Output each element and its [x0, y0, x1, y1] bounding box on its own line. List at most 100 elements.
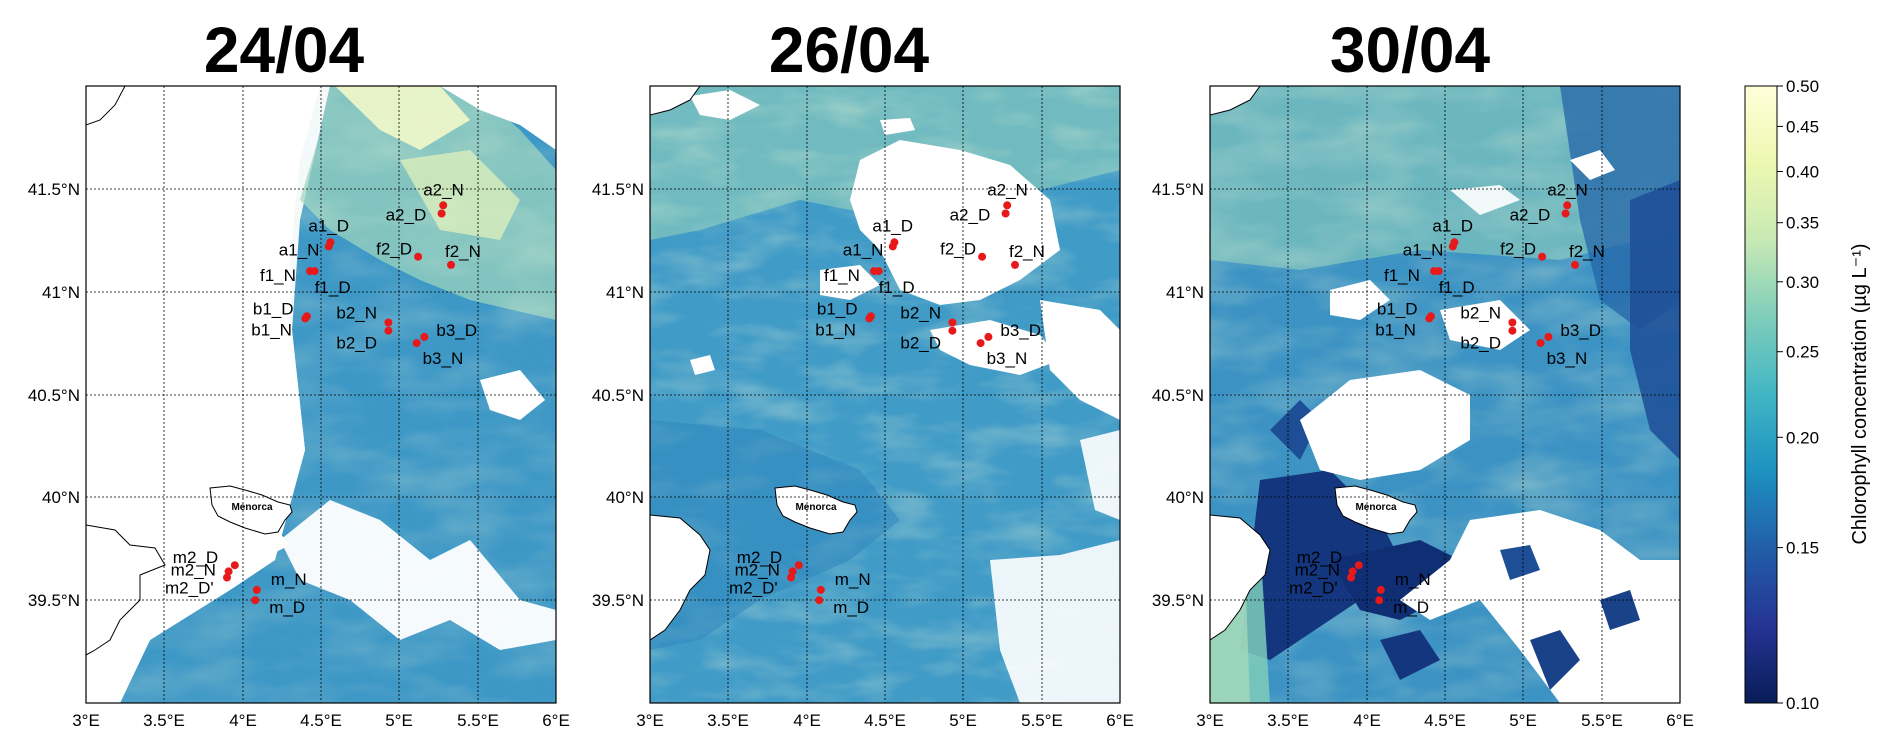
site-label: b3_N: [423, 349, 464, 368]
lon-tick-label: 5°E: [1509, 711, 1537, 730]
lat-tick-label: 41°N: [42, 283, 80, 302]
map-frame-2: [649, 85, 1121, 704]
site-label: m_D: [269, 598, 305, 617]
site-marker: [251, 596, 260, 605]
lon-tick-label: 4.5°E: [864, 711, 906, 730]
map-frame-1: [85, 85, 557, 704]
site-marker: [1354, 561, 1363, 570]
site-label: b3_N: [987, 349, 1028, 368]
site-label: b2_D: [336, 334, 377, 353]
island-label-menorca: Menorca: [231, 502, 273, 513]
sites-layer-3: a2_N a2_D a1_D a1_N f2_D f2_N f1_N f1_D b1_D b1_N…: [1289, 180, 1605, 617]
site-label: f1_N: [260, 266, 296, 285]
site-label: a1_N: [279, 240, 320, 259]
site-marker: [414, 252, 423, 261]
site-label: f1_D: [1439, 278, 1475, 297]
site-marker: [1538, 252, 1547, 261]
site-label: m_D: [1393, 598, 1429, 617]
lat-tick-label: 39.5°N: [1152, 591, 1204, 610]
lat-tick-label: 41°N: [606, 283, 644, 302]
site-marker: [978, 252, 987, 261]
site-marker: [439, 201, 448, 210]
map-panel-3: 41.5°N 41°N 40.5°N 40°N 39.5°N 3°E 3.5°E…: [1152, 85, 1694, 730]
site-marker: [1376, 585, 1385, 594]
gridlines-2: [650, 86, 1120, 703]
site-label: f1_D: [879, 278, 915, 297]
site-label: b3_N: [1547, 349, 1588, 368]
sites-layer-1: a2_N a2_D a1_D a1_N f2_D f2_N f1_N f1_D b1_D b1_N…: [165, 180, 481, 617]
site-marker: [976, 339, 985, 348]
colorbar-tick-label: 0.10: [1786, 694, 1819, 713]
site-label: b3_D: [1560, 321, 1601, 340]
site-label: m_N: [271, 570, 307, 589]
site-marker: [1448, 242, 1457, 251]
site-label: b3_D: [436, 321, 477, 340]
colorbar-tick-label: 0.45: [1786, 117, 1819, 136]
site-marker: [447, 260, 455, 269]
panel-title-2: 26/04: [769, 14, 930, 86]
site-label: b2_N: [1460, 304, 1501, 323]
chlorophyll-field-1: [86, 86, 556, 703]
site-marker: [310, 267, 319, 276]
site-label: f2_N: [1009, 242, 1045, 261]
lon-tick-label: 4°E: [229, 711, 257, 730]
lat-tick-label: 41.5°N: [28, 180, 80, 199]
lon-tick-label: 6°E: [1106, 711, 1134, 730]
site-label: m2_D': [729, 579, 778, 598]
lon-tick-label: 4°E: [1353, 711, 1381, 730]
site-label: a2_N: [987, 180, 1028, 199]
site-marker: [384, 318, 393, 327]
site-label: b2_D: [900, 334, 941, 353]
site-marker: [230, 561, 239, 570]
site-marker: [984, 332, 993, 341]
site-marker: [1544, 332, 1553, 341]
lat-tick-label: 40°N: [42, 488, 80, 507]
site-marker: [324, 242, 333, 251]
site-marker: [420, 332, 429, 341]
site-label: a1_D: [1432, 216, 1473, 235]
lat-tick-label: 41.5°N: [592, 180, 644, 199]
site-label: b1_N: [1375, 320, 1416, 339]
site-marker: [1508, 318, 1517, 327]
site-label: f1_N: [1384, 266, 1420, 285]
site-label: m2_N: [171, 560, 216, 579]
site-marker: [412, 339, 421, 348]
site-marker: [816, 585, 825, 594]
map-panel-2: 41.5°N 41°N 40.5°N 40°N 39.5°N 3°E 3.5°E…: [592, 85, 1134, 730]
site-label: m2_D': [165, 579, 214, 598]
site-marker: [1508, 326, 1517, 335]
site-marker: [252, 585, 261, 594]
lon-ticks-3: 3°E 3.5°E 4°E 4.5°E 5°E 5.5°E 6°E: [1196, 711, 1694, 730]
lon-ticks-1: 3°E 3.5°E 4°E 4.5°E 5°E 5.5°E 6°E: [72, 711, 570, 730]
site-marker: [874, 267, 883, 276]
lon-tick-label: 5°E: [385, 711, 413, 730]
gridlines-1: [86, 86, 556, 703]
site-label: f2_D: [940, 240, 976, 259]
site-marker: [815, 596, 824, 605]
site-label: a1_N: [843, 240, 884, 259]
site-label: m2_D: [737, 548, 782, 567]
site-label: a1_D: [308, 216, 349, 235]
site-marker: [1563, 201, 1572, 210]
lon-tick-label: 5°E: [949, 711, 977, 730]
site-marker: [1347, 573, 1355, 582]
site-label: m2_D': [1289, 579, 1338, 598]
site-label: f2_N: [1569, 242, 1605, 261]
site-marker: [223, 573, 231, 582]
lon-tick-label: 3°E: [636, 711, 664, 730]
site-label: m_N: [1395, 570, 1431, 589]
colorbar-label: Chlorophyll concentration (µg L⁻¹): [1849, 243, 1871, 544]
panel-title-1: 24/04: [204, 14, 365, 86]
lon-tick-label: 6°E: [1666, 711, 1694, 730]
colorbar-tick-label: 0.20: [1786, 428, 1819, 447]
site-label: m_D: [833, 598, 869, 617]
lon-tick-label: 3°E: [72, 711, 100, 730]
lon-ticks-2: 3°E 3.5°E 4°E 4.5°E 5°E 5.5°E 6°E: [636, 711, 1134, 730]
lon-tick-label: 3.5°E: [1267, 711, 1309, 730]
site-marker: [384, 326, 393, 335]
lat-tick-label: 40°N: [606, 488, 644, 507]
colorbar: 0.50 0.45 0.40 0.35 0.30 0.25 0.20 0.15 0.10 Chl…: [1744, 77, 1871, 713]
lat-ticks-1: 41.5°N 41°N 40.5°N 40°N 39.5°N: [28, 180, 80, 610]
lon-tick-label: 5.5°E: [457, 711, 499, 730]
site-marker: [1434, 267, 1443, 276]
